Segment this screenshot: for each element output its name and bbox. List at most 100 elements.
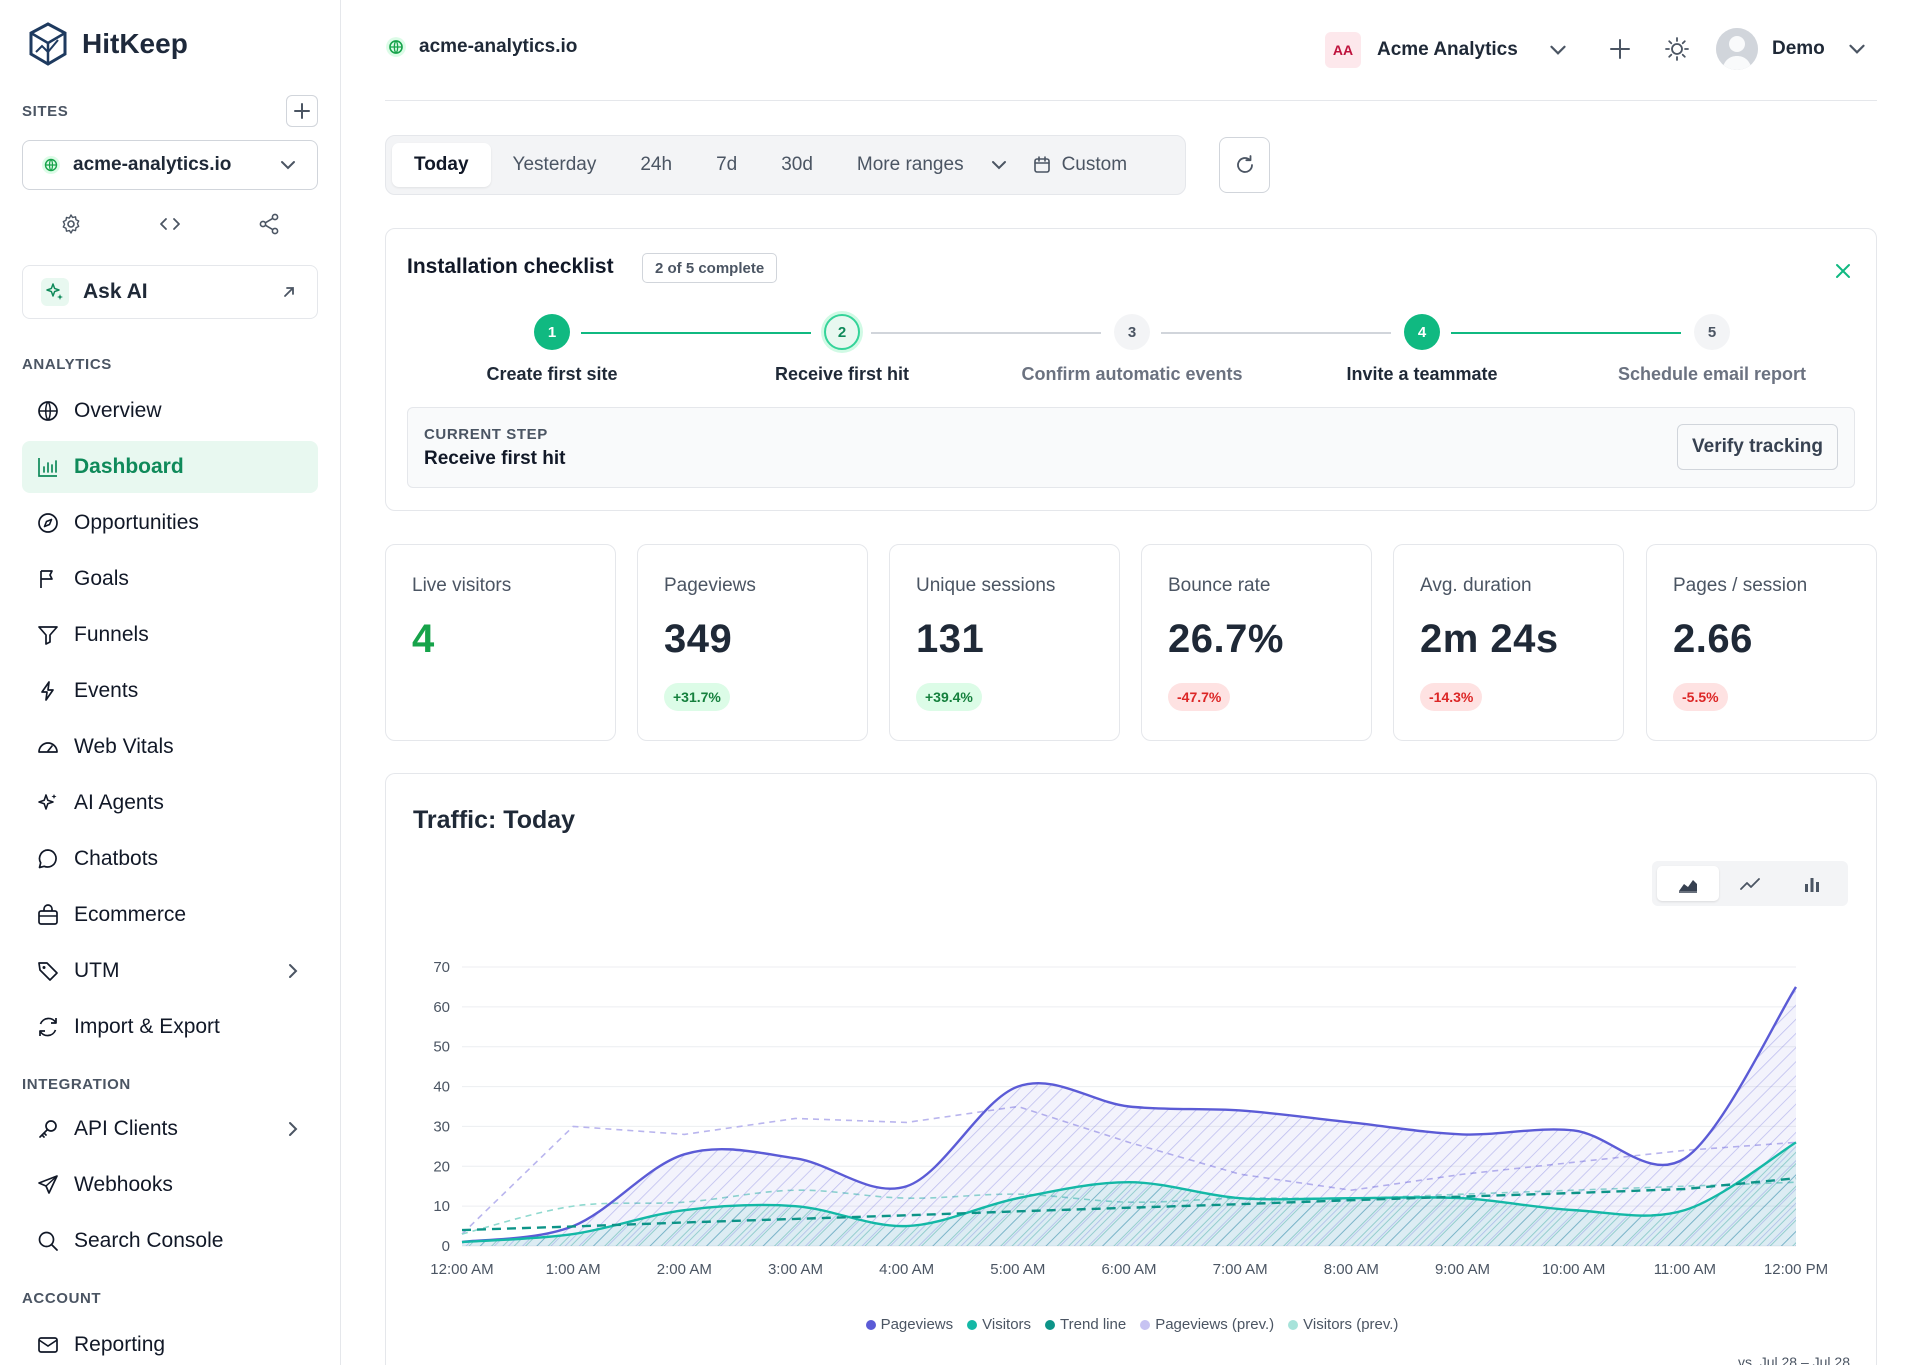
legend-item-trend-line[interactable]: Trend line bbox=[1045, 1316, 1126, 1333]
stat-live-visitors[interactable]: Live visitors 4 bbox=[385, 544, 616, 741]
current-site-label: acme-analytics.io bbox=[419, 36, 578, 57]
nav-item-events[interactable]: Events bbox=[22, 665, 318, 717]
mail-icon bbox=[38, 1337, 58, 1353]
x-tick-label: 2:00 AM bbox=[657, 1261, 712, 1278]
chart-type-bar-button[interactable] bbox=[1781, 866, 1843, 901]
share-icon[interactable] bbox=[257, 212, 281, 236]
step-create-first-site[interactable]: 1 Create first site bbox=[422, 314, 682, 385]
nav-label: Import & Export bbox=[74, 1015, 220, 1038]
legend-item-pageviews[interactable]: Pageviews bbox=[865, 1316, 953, 1333]
code-icon[interactable] bbox=[158, 212, 182, 236]
legend-dot bbox=[1288, 1319, 1299, 1330]
stat-change-badge: +31.7% bbox=[664, 683, 730, 711]
series-visitors-line bbox=[461, 1141, 1797, 1244]
y-tick-label: 40 bbox=[433, 1079, 450, 1096]
nav-label: Opportunities bbox=[74, 511, 199, 534]
user-menu[interactable]: Demo bbox=[1716, 28, 1869, 70]
step-number: 2 bbox=[824, 314, 860, 350]
step-confirm-automatic-events[interactable]: 3 Confirm automatic events bbox=[1002, 314, 1262, 385]
step-label: Create first site bbox=[486, 364, 618, 384]
integration-section-label: INTEGRATION bbox=[22, 1076, 131, 1093]
stat-value: 2.66 bbox=[1673, 617, 1753, 661]
plus-icon[interactable] bbox=[1607, 36, 1633, 62]
more-ranges-label: More ranges bbox=[856, 154, 964, 175]
add-site-button[interactable] bbox=[286, 95, 318, 127]
area-chart-icon bbox=[1679, 879, 1697, 893]
nav-item-goals[interactable]: Goals bbox=[22, 553, 318, 605]
chart-type-line-button[interactable] bbox=[1719, 866, 1781, 901]
stat-unique-sessions[interactable]: Unique sessions 131 +39.4% bbox=[889, 544, 1120, 741]
range-30d[interactable]: 30d bbox=[781, 154, 813, 175]
account-section-label: ACCOUNT bbox=[22, 1290, 102, 1307]
chevron-down-icon bbox=[1550, 45, 1566, 55]
legend-label: Visitors bbox=[982, 1316, 1032, 1333]
legend-item-visitors[interactable]: Visitors bbox=[967, 1316, 1031, 1333]
range-24h[interactable]: 24h bbox=[640, 154, 673, 175]
legend-label: Trend line bbox=[1060, 1316, 1127, 1333]
nav-item-utm[interactable]: UTM bbox=[22, 945, 318, 997]
close-icon[interactable] bbox=[1831, 259, 1855, 283]
series-trend-line bbox=[461, 1177, 1797, 1232]
refresh-button[interactable] bbox=[1219, 137, 1270, 193]
range-today[interactable]: Today bbox=[392, 143, 491, 187]
nav-label: Search Console bbox=[74, 1229, 224, 1252]
nav-item-opportunities[interactable]: Opportunities bbox=[22, 497, 318, 549]
topbar: acme-analytics.io AA Acme Analytics Demo bbox=[385, 0, 1877, 101]
nav-item-overview[interactable]: Overview bbox=[22, 385, 318, 437]
nav-item-search-console[interactable]: Search Console bbox=[22, 1215, 318, 1267]
brand[interactable]: HitKeep bbox=[28, 22, 188, 66]
range-yesterday[interactable]: Yesterday bbox=[512, 154, 597, 175]
send-icon bbox=[38, 1175, 58, 1194]
site-settings-icon[interactable] bbox=[59, 212, 83, 236]
step-receive-first-hit[interactable]: 2 Receive first hit bbox=[712, 314, 972, 385]
legend-item-visitors-prev[interactable]: Visitors (prev.) bbox=[1288, 1316, 1398, 1333]
step-connector bbox=[1161, 332, 1391, 334]
chevron-down-icon bbox=[1849, 44, 1865, 54]
y-tick-label: 70 bbox=[433, 959, 450, 976]
nav-item-import-export[interactable]: Import & Export bbox=[22, 1001, 318, 1053]
stat-pageviews[interactable]: Pageviews 349 +31.7% bbox=[637, 544, 868, 741]
org-badge: AA bbox=[1325, 32, 1361, 68]
nav-item-ecommerce[interactable]: Ecommerce bbox=[22, 889, 318, 941]
nav-item-web-vitals[interactable]: Web Vitals bbox=[22, 721, 318, 773]
nav-item-ai-agents[interactable]: AI Agents bbox=[22, 777, 318, 829]
nav-item-dashboard[interactable]: Dashboard bbox=[22, 441, 318, 493]
y-tick-label: 0 bbox=[442, 1238, 450, 1255]
stat-value: 4 bbox=[412, 617, 435, 661]
custom-range-button[interactable]: Custom bbox=[1032, 143, 1149, 187]
date-range-bar: Today Yesterday 24h 7d 30d More ranges C… bbox=[385, 135, 1186, 195]
legend-dot bbox=[1140, 1319, 1151, 1330]
stat-avg-duration[interactable]: Avg. duration 2m 24s -14.3% bbox=[1393, 544, 1624, 741]
globe-icon bbox=[38, 401, 58, 421]
chart-type-area-button[interactable] bbox=[1657, 866, 1719, 901]
traffic-chart[interactable]: 0 10 20 30 40 50 60 70 12:00 AM 1:00 AM 2:00 AM 3:… bbox=[386, 774, 1878, 1344]
sun-icon[interactable] bbox=[1664, 36, 1690, 62]
nav-label: AI Agents bbox=[74, 791, 164, 814]
more-ranges-dropdown[interactable]: More ranges bbox=[835, 143, 1032, 187]
avatar bbox=[1716, 28, 1758, 70]
chart-series bbox=[461, 986, 1798, 1246]
step-invite-a-teammate[interactable]: 4 Invite a teammate bbox=[1292, 314, 1552, 385]
sparkles-icon bbox=[38, 794, 57, 810]
nav-item-api-clients[interactable]: API Clients bbox=[22, 1103, 318, 1155]
nav-item-funnels[interactable]: Funnels bbox=[22, 609, 318, 661]
nav-label: Dashboard bbox=[74, 455, 184, 478]
site-select[interactable]: acme-analytics.io bbox=[22, 140, 318, 190]
verify-tracking-button[interactable]: Verify tracking bbox=[1677, 424, 1838, 470]
nav-item-chatbots[interactable]: Chatbots bbox=[22, 833, 318, 885]
series-pageviews-area bbox=[462, 986, 1796, 1246]
nav-item-reporting[interactable]: Reporting bbox=[22, 1319, 318, 1365]
legend-item-pageviews-prev[interactable]: Pageviews (prev.) bbox=[1140, 1316, 1274, 1333]
stat-bounce-rate[interactable]: Bounce rate 26.7% -47.7% bbox=[1141, 544, 1372, 741]
ask-ai-button[interactable]: Ask AI bbox=[22, 265, 318, 319]
stat-pages-per-session[interactable]: Pages / session 2.66 -5.5% bbox=[1646, 544, 1877, 741]
y-tick-label: 60 bbox=[433, 999, 450, 1016]
nav-item-webhooks[interactable]: Webhooks bbox=[22, 1159, 318, 1211]
funnel-icon bbox=[38, 626, 58, 645]
y-tick-label: 10 bbox=[433, 1198, 450, 1215]
org-switcher[interactable]: AA Acme Analytics bbox=[1325, 32, 1570, 68]
globe-icon bbox=[386, 37, 406, 57]
step-schedule-email-report[interactable]: 5 Schedule email report bbox=[1582, 314, 1842, 385]
bag-icon bbox=[38, 904, 58, 925]
range-7d[interactable]: 7d bbox=[716, 154, 738, 175]
